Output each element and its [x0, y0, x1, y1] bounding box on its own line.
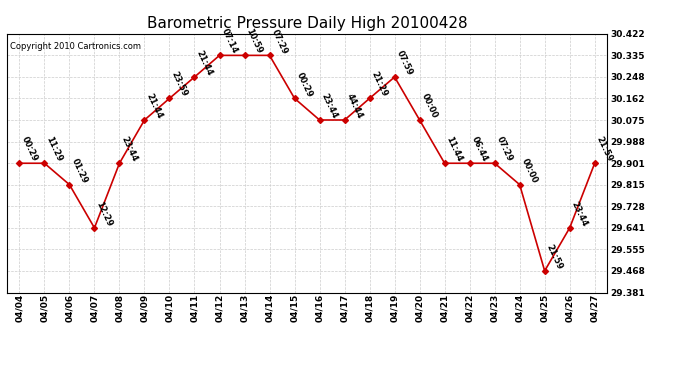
Text: 21:59: 21:59	[544, 243, 564, 271]
Text: 00:29: 00:29	[295, 70, 314, 98]
Text: 23:44: 23:44	[319, 92, 339, 120]
Text: 11:29: 11:29	[44, 135, 64, 163]
Text: 01:29: 01:29	[70, 157, 89, 184]
Text: 21:44: 21:44	[195, 49, 214, 77]
Text: 23:44: 23:44	[570, 200, 589, 228]
Text: 12:29: 12:29	[95, 200, 114, 228]
Text: 06:44: 06:44	[470, 135, 489, 163]
Text: 10:59: 10:59	[244, 27, 264, 56]
Text: 23:44: 23:44	[119, 135, 139, 163]
Text: 21:59: 21:59	[595, 135, 614, 163]
Text: 07:29: 07:29	[270, 27, 289, 56]
Text: 07:29: 07:29	[495, 135, 514, 163]
Text: 21:44: 21:44	[144, 92, 164, 120]
Text: 07:59: 07:59	[395, 49, 414, 77]
Text: 07:14: 07:14	[219, 27, 239, 56]
Text: 11:44: 11:44	[444, 135, 464, 163]
Text: 00:00: 00:00	[420, 92, 439, 120]
Text: 00:00: 00:00	[520, 157, 539, 184]
Text: 44:44: 44:44	[344, 92, 364, 120]
Text: Copyright 2010 Cartronics.com: Copyright 2010 Cartronics.com	[10, 42, 141, 51]
Text: 21:29: 21:29	[370, 70, 389, 98]
Text: 23:59: 23:59	[170, 70, 189, 98]
Text: 00:29: 00:29	[19, 135, 39, 163]
Title: Barometric Pressure Daily High 20100428: Barometric Pressure Daily High 20100428	[147, 16, 467, 31]
